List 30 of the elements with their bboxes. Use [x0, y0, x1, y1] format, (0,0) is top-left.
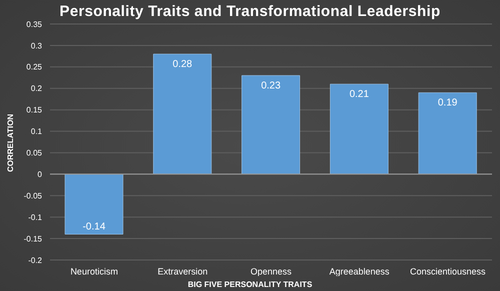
- y-tick-label: 0.2: [30, 84, 43, 94]
- bar: [153, 54, 212, 174]
- x-tick-label: Neuroticism: [70, 266, 118, 276]
- y-tick-label: -0.1: [28, 212, 43, 222]
- y-tick-label: -0.05: [24, 191, 43, 200]
- data-label: 0.28: [172, 59, 193, 70]
- y-tick-label: -0.2: [28, 256, 43, 265]
- y-tick-label: 0.3: [30, 41, 43, 50]
- y-tick-label: 0.25: [26, 62, 43, 72]
- x-tick-label: Agreeableness: [329, 266, 390, 276]
- bar: [64, 174, 124, 235]
- y-tick-label: 0.1: [30, 127, 43, 136]
- data-label: 0.21: [349, 89, 370, 100]
- y-tick-label: 0.05: [26, 148, 43, 158]
- bar: [418, 92, 477, 174]
- y-tick-label: 0.15: [26, 106, 43, 115]
- x-tick-label: Conscientiousness: [410, 266, 486, 276]
- chart-title: Personality Traits and Transformational Leadership: [58, 3, 442, 20]
- x-tick-label: Openness: [250, 266, 292, 276]
- x-tick-label: Extraversion: [158, 266, 208, 276]
- data-label: 0.23: [261, 80, 281, 92]
- y-axis-title: CORRELATION: [6, 114, 15, 172]
- y-tick-label: 0.35: [26, 20, 43, 29]
- bar: [242, 75, 300, 174]
- y-tick-label: 0: [38, 170, 43, 180]
- data-label: 0.19: [438, 98, 458, 109]
- x-axis-title: BIG FIVE PERSONALITY TRAITS: [186, 280, 314, 289]
- data-label: -0.14: [82, 221, 106, 232]
- bar: [330, 84, 388, 174]
- y-tick-label: -0.15: [24, 234, 43, 244]
